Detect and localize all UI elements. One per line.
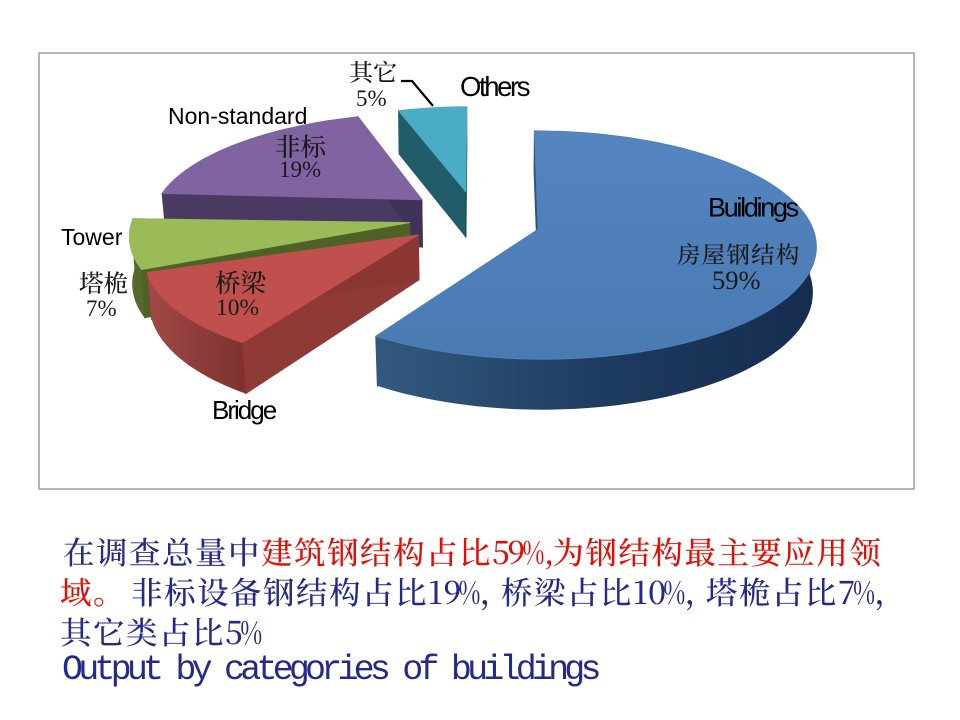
svg-text:Buildings: Buildings — [708, 193, 799, 223]
svg-text:19%: 19% — [279, 157, 321, 182]
svg-text:5%: 5% — [356, 86, 387, 111]
svg-text:59%: 59% — [712, 265, 761, 295]
svg-text:Others: Others — [460, 71, 530, 102]
svg-text:Non-standard: Non-standard — [168, 103, 307, 129]
svg-text:Tower: Tower — [61, 224, 123, 250]
svg-text:Output by categories of buildi: Output by categories of buildings — [62, 650, 600, 690]
svg-text:Bridge: Bridge — [212, 395, 277, 425]
svg-text:7%: 7% — [86, 296, 117, 321]
svg-text:10%: 10% — [216, 295, 259, 321]
